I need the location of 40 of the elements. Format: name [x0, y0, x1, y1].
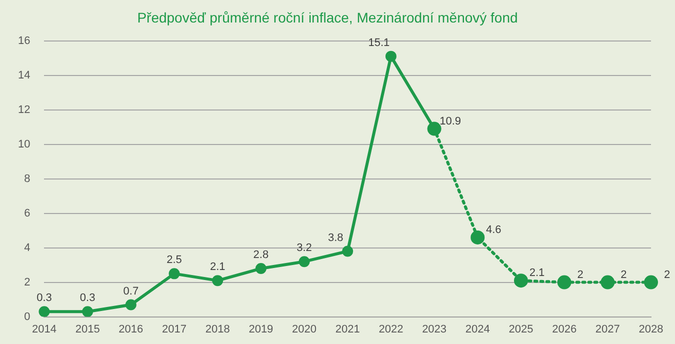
data-label: 0.3: [80, 292, 96, 304]
x-tick-label: 2028: [638, 323, 664, 336]
x-tick-label: 2024: [465, 323, 490, 336]
x-tick-label: 2027: [595, 323, 620, 336]
y-tick-label: 12: [18, 104, 30, 116]
y-tick-label: 2: [24, 276, 30, 288]
y-tick-label: 0: [24, 310, 30, 323]
chart-title: Předpověď průměrné roční inflace, Mezinárodní měnový fond: [137, 9, 518, 26]
data-label: 0.3: [36, 292, 52, 304]
x-tick-label: 2015: [75, 323, 100, 336]
x-tick-label: 2025: [508, 323, 534, 336]
data-label: 3.8: [328, 232, 344, 244]
data-label: 0.7: [123, 285, 139, 298]
data-label: 2.8: [253, 249, 269, 262]
data-label: 3.2: [296, 242, 312, 254]
data-label: 15.1: [368, 36, 390, 49]
y-tick-label: 4: [24, 242, 30, 254]
x-tick-label: 2018: [205, 323, 230, 336]
data-label: 2: [577, 268, 584, 281]
y-tick-label: 14: [18, 69, 30, 82]
x-tick-label: 2020: [292, 323, 317, 336]
x-tick-label: 2017: [162, 323, 186, 336]
x-tick-label: 2023: [422, 323, 447, 336]
data-label: 2: [664, 268, 670, 281]
x-tick-label: 2019: [248, 323, 274, 336]
x-tick-label: 2021: [335, 323, 360, 336]
data-label: 4.6: [486, 224, 502, 236]
y-tick-label: 16: [18, 34, 30, 47]
x-tick-label: 2016: [118, 323, 144, 336]
data-label: 10.9: [440, 115, 462, 128]
data-label: 2: [620, 268, 627, 281]
x-tick-label: 2022: [378, 323, 404, 336]
data-label: 2.1: [529, 267, 545, 280]
y-tick-label: 6: [24, 207, 30, 220]
data-label: 2.1: [210, 261, 226, 274]
x-tick-label: 2026: [552, 323, 577, 336]
x-tick-label: 2014: [32, 323, 56, 336]
y-tick-label: 10: [18, 138, 30, 150]
data-label: 2.5: [166, 254, 182, 266]
y-tick-label: 8: [24, 172, 30, 185]
